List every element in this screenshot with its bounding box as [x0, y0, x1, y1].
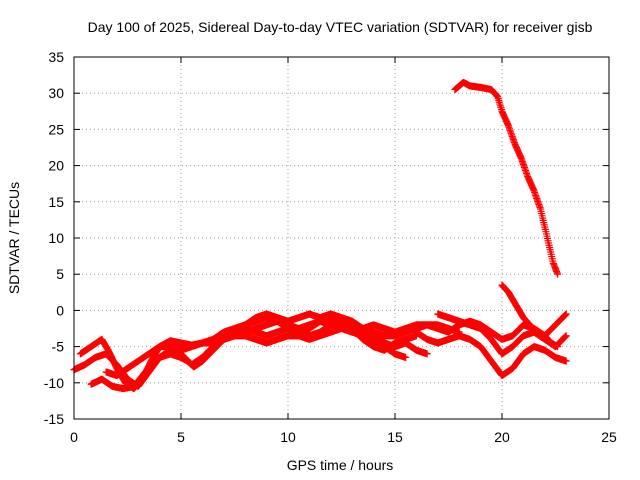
y-tick-label: -15 — [44, 411, 64, 427]
x-tick-label: 25 — [601, 429, 617, 445]
y-tick-label: -10 — [44, 375, 64, 391]
y-tick-label: 30 — [48, 85, 64, 101]
y-tick-label: 10 — [48, 230, 64, 246]
data-point — [402, 353, 410, 361]
y-tick-label: 5 — [56, 266, 64, 282]
data-point — [423, 350, 431, 358]
y-axis-label: SDTVAR / TECUs — [6, 182, 22, 294]
y-tick-label: -5 — [52, 339, 65, 355]
data-point — [562, 310, 570, 318]
x-tick-label: 5 — [177, 429, 185, 445]
y-tick-label: 35 — [48, 49, 64, 65]
x-tick-label: 10 — [280, 429, 296, 445]
y-tick-label: 15 — [48, 194, 64, 210]
chart-title: Day 100 of 2025, Sidereal Day-to-day VTE… — [88, 19, 593, 35]
data-points — [70, 78, 570, 393]
y-tick-label: 0 — [56, 302, 64, 318]
y-tick-label: 20 — [48, 158, 64, 174]
x-tick-label: 0 — [70, 429, 78, 445]
x-tick-label: 20 — [494, 429, 510, 445]
x-tick-label: 15 — [387, 429, 403, 445]
data-point — [562, 357, 570, 365]
x-axis-label: GPS time / hours — [287, 457, 394, 473]
y-tick-label: 25 — [48, 121, 64, 137]
